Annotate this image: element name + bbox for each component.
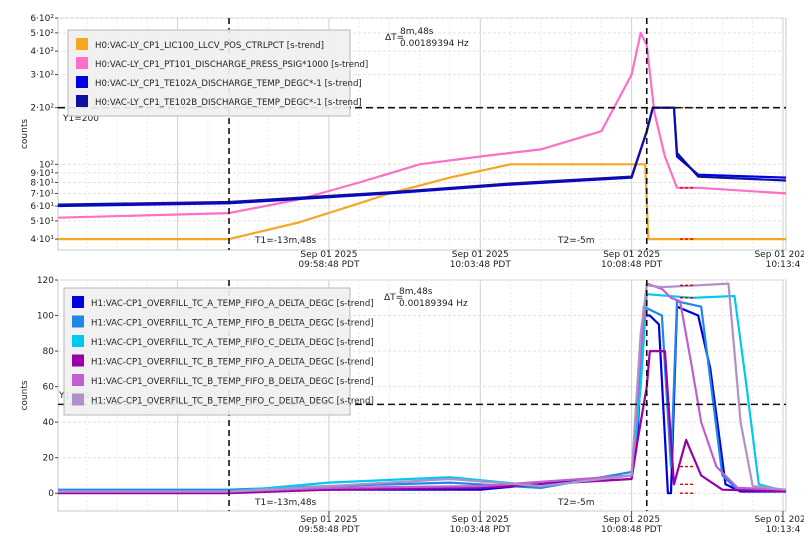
- y-tick-label: 10²: [39, 160, 54, 170]
- legend-swatch: [76, 95, 88, 107]
- legend-entry-label: H1:VAC-CP1_OVERFILL_TC_B_TEMP_FIFO_B_DEL…: [91, 377, 374, 387]
- legend-swatch: [76, 38, 88, 50]
- legend-entry-label: H1:VAC-CP1_OVERFILL_TC_A_TEMP_FIFO_A_DEL…: [91, 299, 374, 309]
- legend-swatch: [72, 374, 84, 386]
- legend-entry-label: H0:VAC-LY_CP1_TE102A_DISCHARGE_TEMP_DEGC…: [95, 79, 362, 89]
- x-tick-date-label: Sep 01 2025: [452, 250, 509, 260]
- x-tick-date-label: Sep 01 2025: [300, 515, 357, 525]
- legend-entry-label: H0:VAC-LY_CP1_TE102B_DISCHARGE_TEMP_DEGC…: [95, 98, 362, 108]
- delta-time-text: 8m,48s: [399, 287, 433, 297]
- delta-freq-text: 0.00189394 Hz: [399, 299, 468, 309]
- y-tick-label: 6·10¹: [30, 202, 54, 212]
- legend-swatch: [72, 296, 84, 308]
- legend-swatch: [72, 335, 84, 347]
- legend-entry-label: H0:VAC-LY_CP1_PT101_DISCHARGE_PRESS_PSIG…: [95, 60, 368, 70]
- x-tick-date-label: Sep 01 2025: [754, 250, 804, 260]
- cursor-t1-label: T1=-13m,48s: [254, 498, 317, 508]
- y-tick-label: 0: [48, 489, 54, 499]
- legend-entry-label: H1:VAC-CP1_OVERFILL_TC_B_TEMP_FIFO_A_DEL…: [91, 358, 374, 368]
- cursor-t1-label: T1=-13m,48s: [254, 236, 317, 246]
- legend-swatch: [72, 315, 84, 328]
- x-tick-date-label: Sep 01 2025: [452, 515, 509, 525]
- y-tick-label: 60: [43, 383, 55, 393]
- x-tick-time-label: 09:58:48 PDT: [298, 260, 360, 270]
- y-tick-label: 7·10¹: [30, 189, 54, 199]
- y-tick-label: 9·10¹: [30, 169, 54, 179]
- series-line-4: [58, 350, 787, 495]
- x-tick-time-label: 10:03:48 PDT: [450, 260, 512, 270]
- legend-entry-label: H1:VAC-CP1_OVERFILL_TC_A_TEMP_FIFO_B_DEL…: [91, 319, 374, 329]
- y-tick-label: 4·10²: [30, 47, 54, 57]
- series-line-1: [58, 305, 786, 495]
- x-tick-time-label: 10:03:48 PDT: [450, 525, 512, 535]
- legend-swatch: [76, 76, 88, 88]
- legend-entry-label: H1:VAC-CP1_OVERFILL_TC_B_TEMP_FIFO_C_DEL…: [91, 397, 374, 407]
- y-tick-label: 6·10²: [30, 14, 54, 24]
- delta-time-text: 8m,48s: [400, 27, 434, 37]
- x-tick-time-label: 10:08:48 PDT: [601, 260, 663, 270]
- legend-swatch: [72, 393, 84, 406]
- series-line-2: [57, 31, 787, 219]
- y-axis-label: counts: [20, 380, 30, 410]
- legend-entry-label: H0:VAC-LY_CP1_LIC100_LLCV_POS_CTRLPCT [s…: [95, 41, 324, 51]
- y-axis-label: counts: [20, 119, 30, 149]
- x-tick-date-label: Sep 01 2025: [603, 250, 660, 260]
- cursor-t2-label: T2=-5m: [557, 498, 595, 508]
- delta-freq-text: 0.00189394 Hz: [400, 39, 469, 49]
- x-tick-time-label: 10:08:48 PDT: [601, 525, 663, 535]
- legend-swatch: [72, 354, 84, 367]
- legend-box: [67, 29, 351, 117]
- delta-symbol: ΔT=: [385, 33, 404, 43]
- y-tick-label: 100: [37, 312, 54, 322]
- y-tick-label: 8·10¹: [30, 179, 54, 189]
- legend-swatch: [76, 57, 88, 69]
- y-tick-label: 2·10²: [30, 104, 54, 114]
- series-line-5: [58, 282, 787, 493]
- x-tick-time-label: 10:13:4: [766, 260, 801, 270]
- legend-entry-label: H1:VAC-CP1_OVERFILL_TC_A_TEMP_FIFO_C_DEL…: [91, 338, 374, 348]
- cursor-t2-label: T2=-5m: [557, 236, 595, 246]
- x-tick-date-label: Sep 01 2025: [754, 515, 804, 525]
- chart-panel-1: 6·10² 5·10² 4·10² 3·10² 2·10² 10²9·10¹8·10¹7·…: [20, 14, 804, 270]
- cursor-y-label: Y1=200: [62, 114, 99, 124]
- y-tick-label: 40: [43, 418, 55, 428]
- x-tick-time-label: 10:13:4: [766, 525, 801, 535]
- x-tick-date-label: Sep 01 2025: [300, 250, 357, 260]
- x-tick-time-label: 09:58:48 PDT: [298, 525, 360, 535]
- legend-box: [63, 287, 351, 416]
- y-tick-label: 3·10²: [30, 71, 54, 81]
- series-line-3: [58, 293, 787, 493]
- y-tick-label: 4·10¹: [30, 235, 54, 245]
- x-tick-date-label: Sep 01 2025: [603, 515, 660, 525]
- y-tick-label: 80: [43, 347, 55, 357]
- y-tick-label: 20: [43, 454, 55, 464]
- y-tick-label: 120: [37, 276, 54, 286]
- y-tick-label: 5·10¹: [30, 217, 54, 227]
- series-line-6: [58, 282, 787, 493]
- y-tick-label: 5·10²: [30, 29, 54, 39]
- delta-symbol: ΔT=: [384, 293, 403, 303]
